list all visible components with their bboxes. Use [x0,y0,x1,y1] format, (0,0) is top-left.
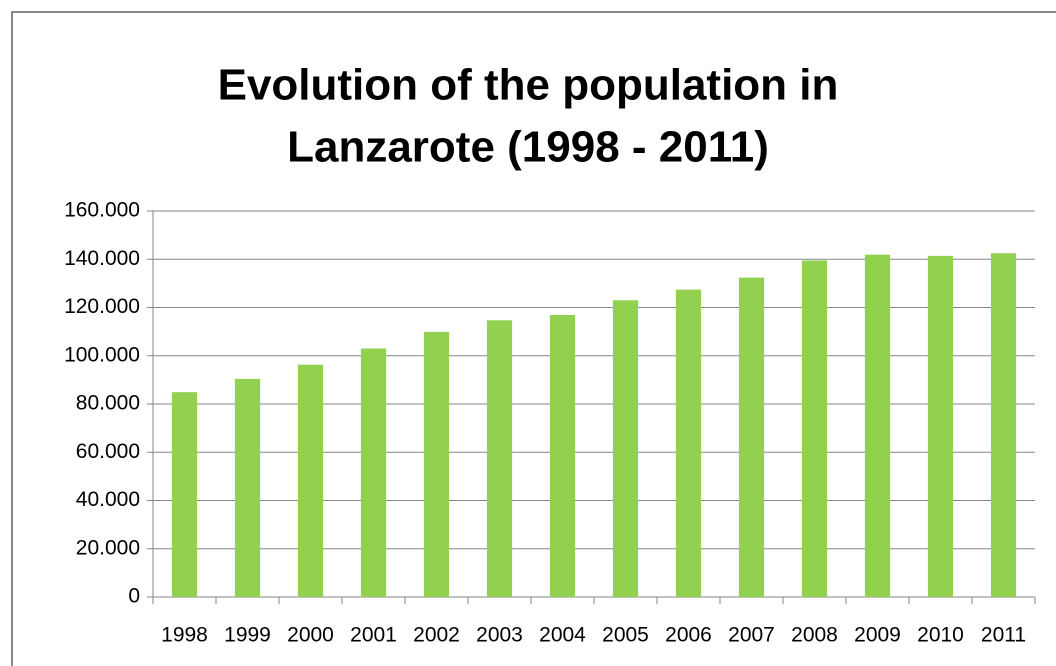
y-tick-label: 160.000 [64,199,140,222]
bar [990,253,1017,597]
chart-frame [11,11,1056,666]
bar [612,300,639,597]
x-tick-label: 2010 [917,624,964,647]
y-tick-label: 0 [128,585,140,608]
y-tick-label: 120.000 [64,295,140,318]
y-tick-label: 60.000 [76,440,140,463]
bar [801,260,828,597]
bar [360,348,387,597]
x-tick-label: 2000 [287,624,334,647]
x-tick-label: 2001 [350,624,397,647]
y-tick-label: 100.000 [64,343,140,366]
y-tick-label: 20.000 [76,536,140,559]
bar [234,378,261,597]
x-tick-label: 2002 [413,624,460,647]
bar [549,314,576,597]
chart-title: Evolution of the population in [218,61,839,110]
bar [297,364,324,597]
x-tick-label: 2007 [728,624,775,647]
x-tick-label: 2005 [602,624,649,647]
bar [423,331,450,597]
x-tick-label: 2008 [791,624,838,647]
y-tick-label: 140.000 [64,247,140,270]
bar [738,277,765,597]
bar [171,392,198,597]
x-tick-label: 2006 [665,624,712,647]
x-tick-label: 1999 [224,624,271,647]
chart-title: Lanzarote (1998 - 2011) [287,123,769,172]
bar [864,254,891,597]
y-tick-label: 80.000 [76,392,140,415]
bar [486,320,513,597]
x-tick-label: 2003 [476,624,523,647]
y-tick-label: 40.000 [76,488,140,511]
x-tick-label: 1998 [161,624,208,647]
x-tick-label: 2009 [854,624,901,647]
bar [675,289,702,597]
x-tick-label: 2004 [539,624,586,647]
bar [927,255,954,597]
x-tick-label: 2011 [981,624,1026,647]
